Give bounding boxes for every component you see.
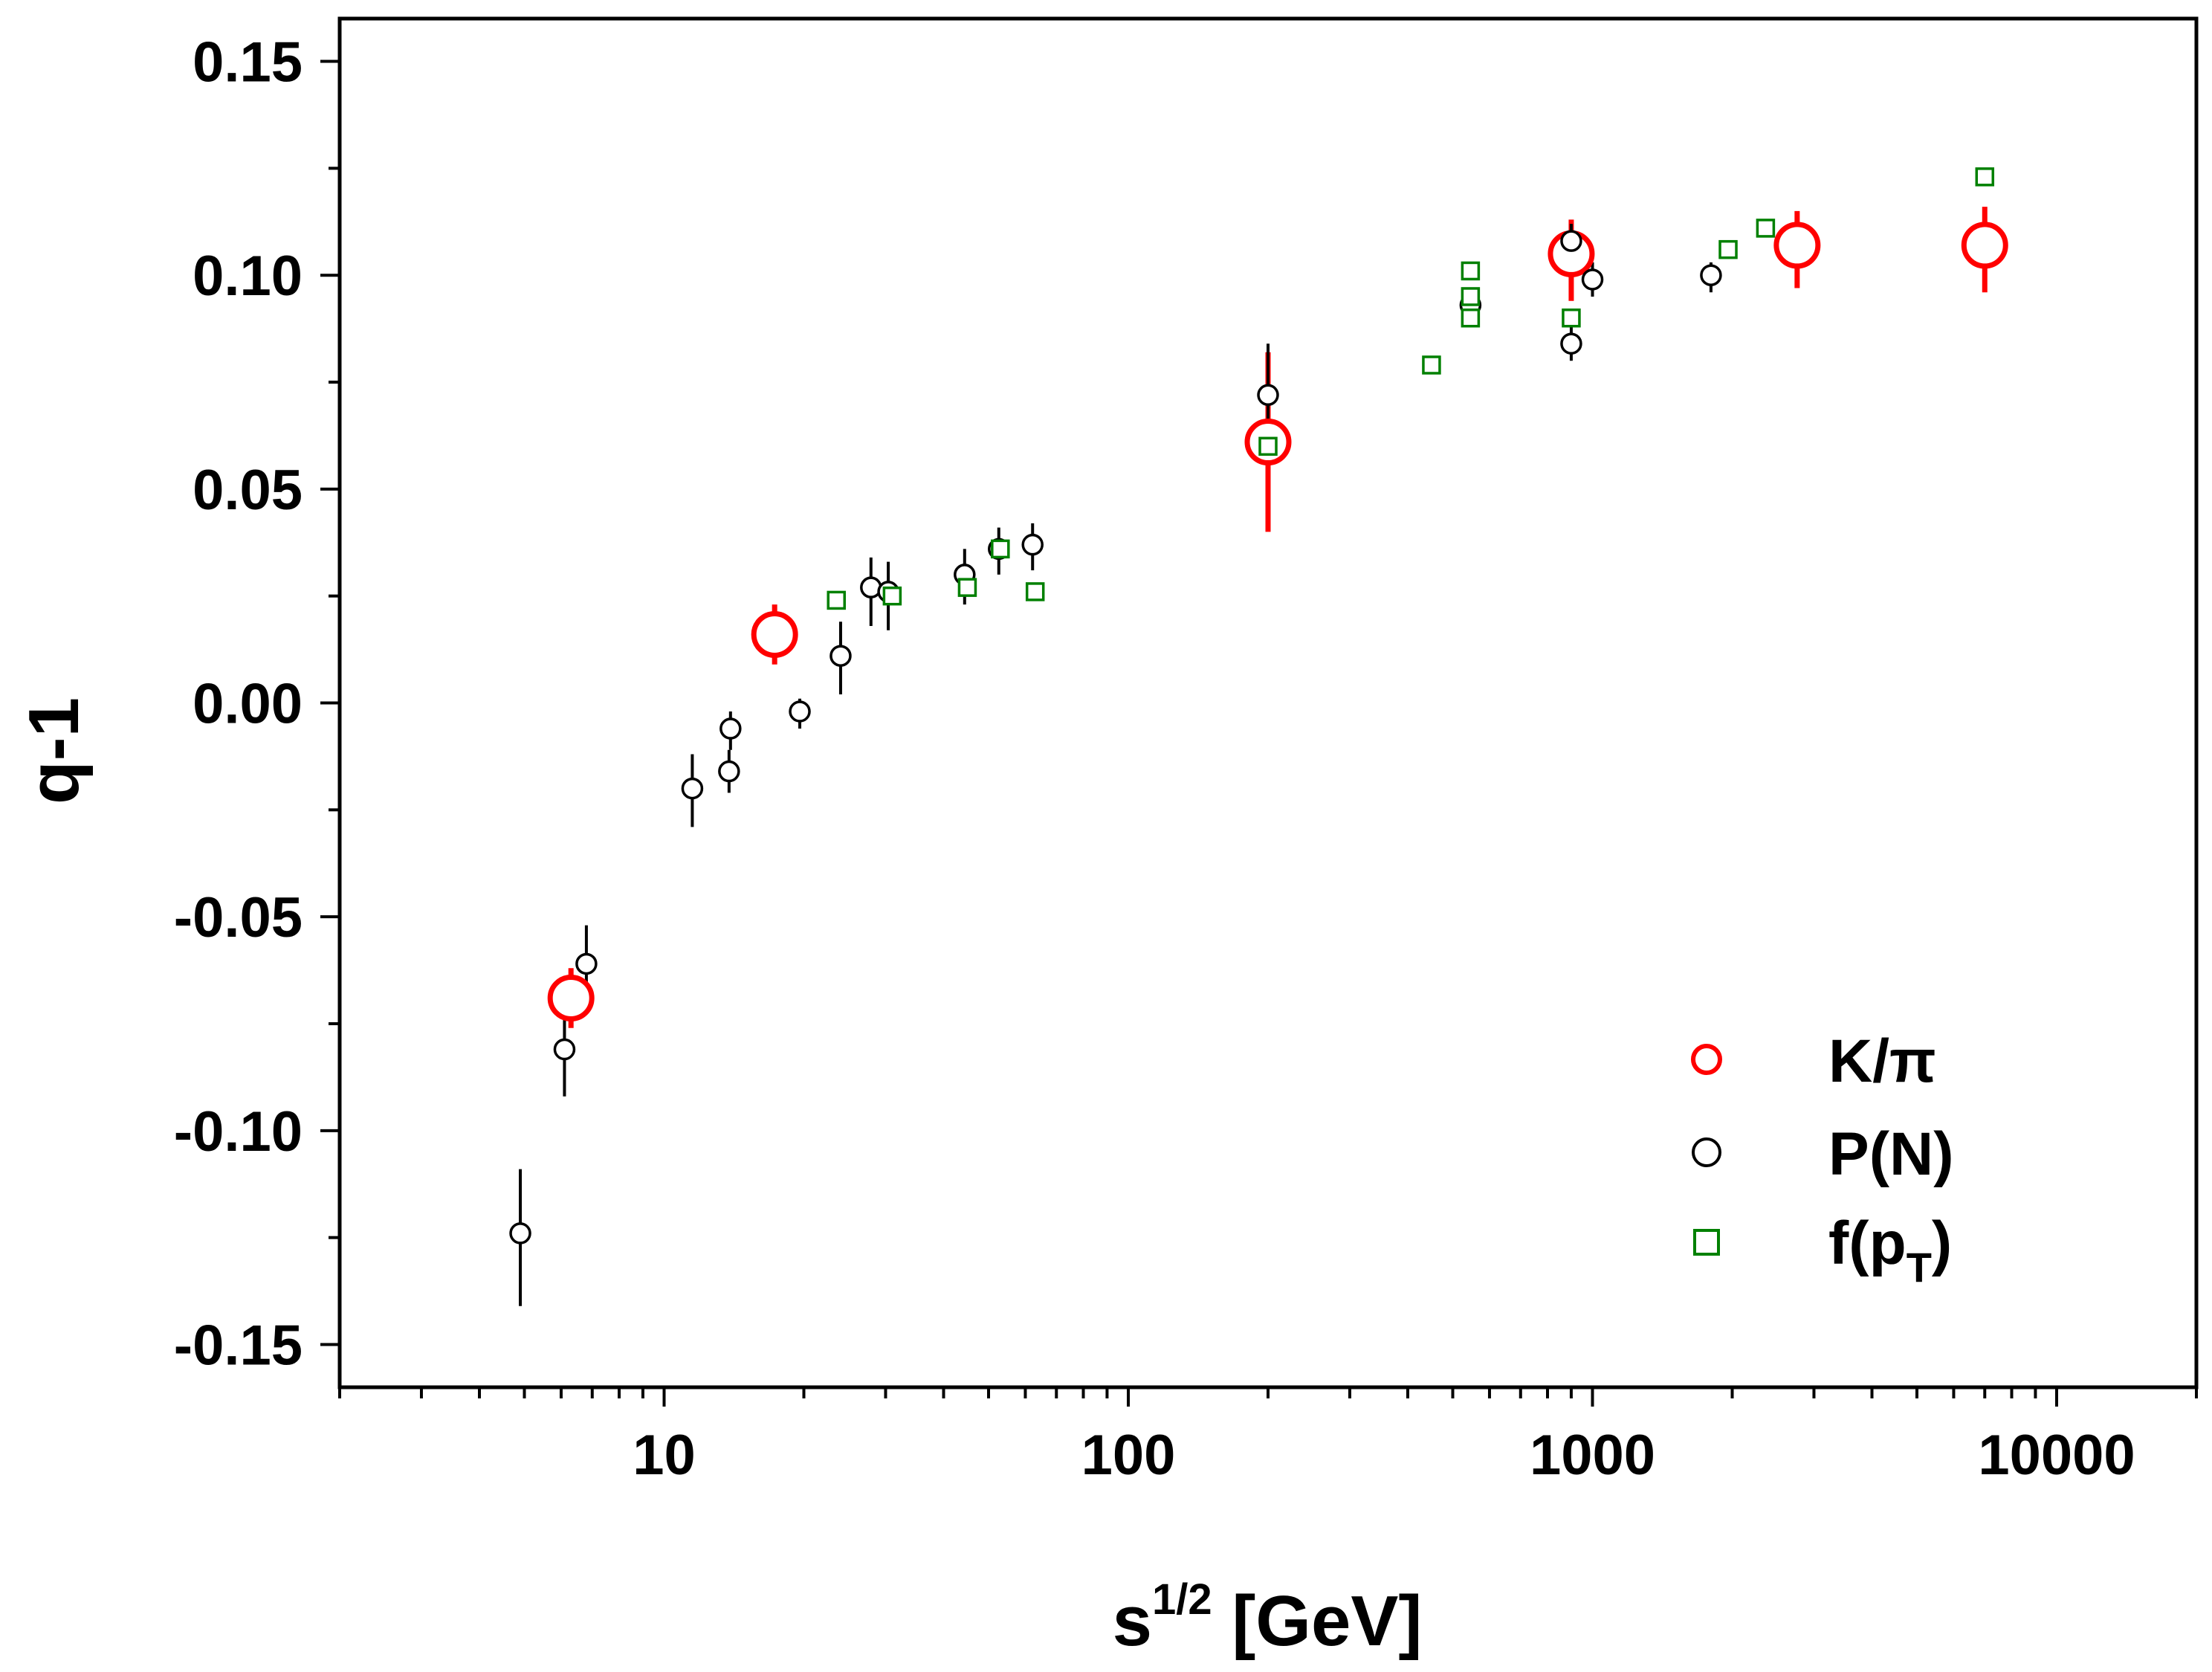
y-axis-ticks: -0.15 -0.10 -0.05 0.00 0.05 0.10 0.15	[174, 31, 340, 1377]
pn-point	[1021, 533, 1044, 556]
x-axis-title-unit: [GeV]	[1212, 1581, 1423, 1661]
fpt-point	[1258, 436, 1278, 456]
x-axis-title: s1/2 [GeV]	[1113, 1575, 1423, 1661]
fpt-point	[827, 590, 846, 610]
x-tick-label: 10000	[1978, 1424, 2135, 1487]
legend-fpt-marker	[1693, 1229, 1720, 1256]
pn-point	[830, 645, 852, 667]
fpt-point	[1461, 308, 1481, 328]
fpt-point	[1562, 308, 1581, 328]
x-tick-label: 1000	[1530, 1424, 1655, 1487]
kpi-point	[751, 610, 798, 658]
fpt-point	[882, 586, 902, 606]
plot-frame	[337, 16, 2199, 1389]
pn-point	[553, 1038, 576, 1061]
fpt-point	[1718, 239, 1738, 259]
legend-pn-label: P(N)	[1828, 1120, 1954, 1188]
y-tick-label: 0.05	[193, 459, 303, 522]
x-tick-label: 100	[1081, 1424, 1176, 1487]
legend-fpt-label-close: )	[1932, 1210, 1952, 1277]
pn-point	[1581, 268, 1604, 291]
pn-point	[1700, 264, 1722, 286]
kpi-point	[547, 974, 595, 1021]
fpt-point	[1975, 167, 1995, 187]
data-markers	[509, 167, 2008, 1245]
y-axis-title: q-1	[14, 697, 94, 804]
pn-point	[1560, 332, 1582, 355]
fpt-point	[1025, 582, 1045, 601]
kpi-point	[1961, 222, 2008, 269]
y-tick-label: 0.10	[193, 245, 303, 308]
legend-fpt-label-sub: T	[1907, 1244, 1932, 1291]
y-tick-label: 0.15	[193, 31, 303, 94]
legend-pn-marker	[1692, 1137, 1721, 1167]
legend-fpt-label-main: f(p	[1828, 1210, 1907, 1277]
fpt-point	[1756, 219, 1776, 238]
pn-point	[1257, 384, 1279, 407]
fpt-point	[1461, 261, 1481, 281]
x-axis-title-superscript: 1/2	[1152, 1575, 1212, 1624]
y-tick-label: 0.00	[193, 673, 303, 736]
y-tick-label: -0.05	[174, 886, 303, 949]
pn-point	[719, 717, 742, 740]
pn-point	[1560, 230, 1582, 252]
pn-point	[681, 777, 704, 800]
legend-fpt-label: f(pT)	[1828, 1210, 1952, 1291]
legend-kpi-marker	[1691, 1044, 1722, 1075]
y-tick-label: -0.10	[174, 1100, 303, 1163]
pn-point	[575, 952, 598, 975]
fpt-point	[1422, 355, 1441, 375]
pn-point	[789, 700, 811, 723]
kpi-point	[1773, 222, 1821, 269]
pn-point	[718, 760, 740, 783]
x-axis-title-base: s	[1113, 1581, 1152, 1661]
x-axis-ticks: 10 100 1000 10000	[338, 1387, 2198, 1487]
y-tick-label: -0.15	[174, 1314, 303, 1377]
fpt-point	[1461, 287, 1481, 306]
fpt-point	[991, 539, 1010, 559]
legend: K/π P(N) f(pT)	[1691, 1027, 1954, 1291]
x-tick-label: 10	[633, 1424, 696, 1487]
legend-kpi-label: K/π	[1828, 1027, 1936, 1095]
pn-point	[509, 1222, 531, 1245]
fpt-point	[957, 578, 977, 597]
